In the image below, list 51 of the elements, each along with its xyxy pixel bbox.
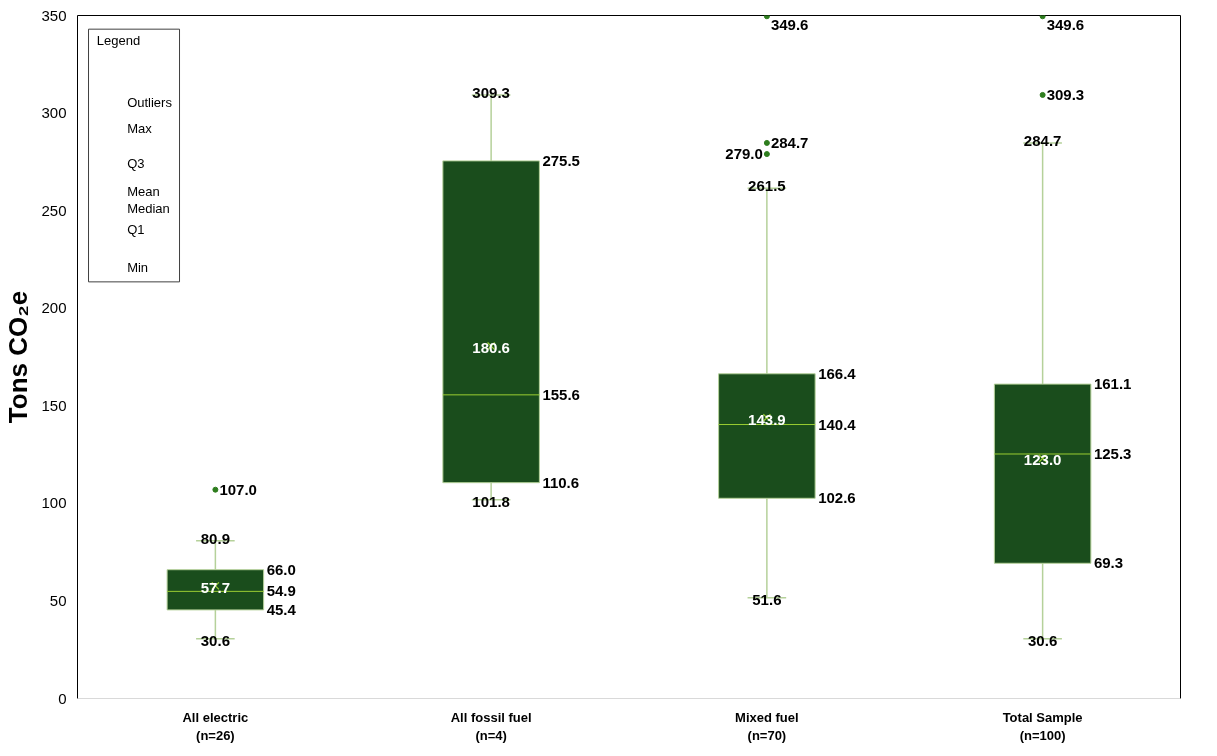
x-tick-label: Total Sample (n=100): [1002, 709, 1083, 743]
annotation: 69.3: [1093, 554, 1124, 572]
annotation: 143.9: [748, 410, 786, 428]
annotation: 30.6: [200, 631, 230, 649]
annotation: 45.4: [266, 600, 297, 618]
annotation: 140.4: [818, 415, 857, 433]
annotation: 349.6: [770, 16, 809, 34]
annotation: 66.0: [266, 560, 296, 578]
annotation: 180.6: [472, 339, 510, 357]
annotation: Min: [127, 259, 149, 275]
y-axis-title: Tons CO₂e: [3, 290, 34, 424]
annotation: 51.6: [752, 590, 782, 608]
annotation: 107.0: [219, 480, 257, 498]
annotation: 102.6: [818, 489, 856, 507]
annotation: 279.0: [725, 145, 763, 163]
annotation: 275.5: [542, 151, 580, 169]
y-tick-label: 100: [41, 494, 67, 512]
annotation: 101.8: [472, 492, 510, 510]
annotation: Q3: [127, 156, 145, 172]
y-tick-label: 150: [41, 396, 67, 414]
annotation: Mean: [127, 183, 160, 199]
x-tick-label: All fossil fuel (n=4): [450, 709, 532, 743]
annotation: 155.6: [542, 385, 580, 403]
annotation: 125.3: [1093, 444, 1132, 462]
annotation: 80.9: [200, 529, 230, 547]
annotation: 349.6: [1046, 16, 1085, 34]
x-tick-label: Mixed fuel (n=70): [735, 709, 799, 743]
y-tick-label: 50: [49, 591, 67, 609]
annotation: 161.1: [1093, 375, 1132, 393]
annotation: Q1: [127, 221, 145, 237]
annotation: 309.3: [1046, 85, 1085, 103]
y-tick-label: 0: [58, 689, 67, 707]
annotation: 123.0: [1023, 451, 1062, 469]
annotation: 261.5: [748, 177, 786, 195]
annotation: 284.7: [1023, 131, 1062, 149]
annotation: Outliers: [127, 95, 173, 111]
annotation: Max: [127, 120, 153, 136]
annotation: Median: [127, 200, 170, 216]
y-tick-label: 300: [41, 104, 67, 122]
x-tick-label: All electric (n=26): [182, 709, 249, 743]
y-tick-label: 350: [41, 6, 67, 24]
annotation: 284.7: [770, 133, 809, 151]
annotation: 166.4: [818, 364, 857, 382]
y-tick-label: 200: [41, 299, 67, 317]
legend-title: Legend: [96, 33, 141, 49]
annotation: 54.9: [266, 582, 296, 600]
y-tick-label: 250: [41, 201, 67, 219]
annotation: 110.6: [542, 473, 580, 491]
annotation: 30.6: [1028, 631, 1058, 649]
annotation: 57.7: [200, 578, 230, 596]
annotation: 309.3: [472, 83, 510, 101]
